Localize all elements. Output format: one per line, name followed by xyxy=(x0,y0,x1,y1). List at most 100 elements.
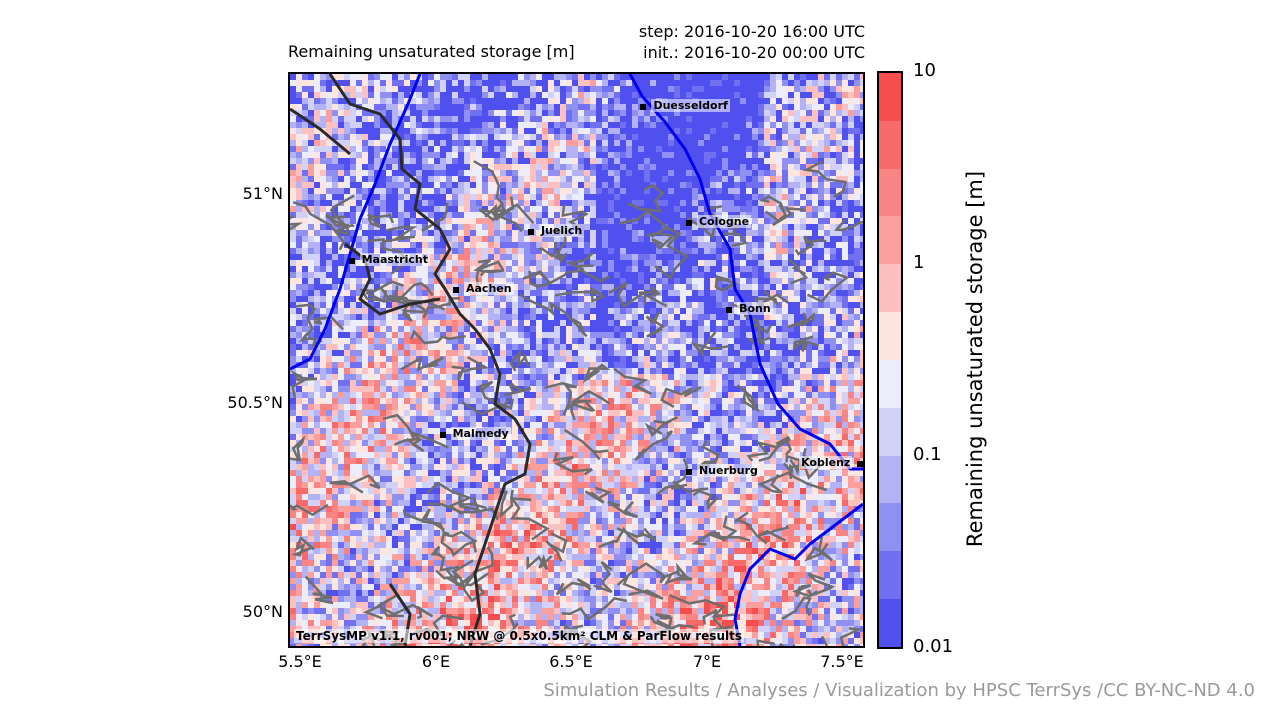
lat-tick-51: 51°N xyxy=(242,184,283,203)
terrain-contour xyxy=(427,502,499,521)
colorbar-band xyxy=(879,312,901,360)
terrain-contour xyxy=(634,430,674,462)
city-label: Malmedy xyxy=(450,426,511,440)
lat-tick-50: 50°N xyxy=(242,602,283,621)
terrain-contour xyxy=(388,285,415,309)
terrain-contour xyxy=(526,554,553,570)
city-label: Nuerburg xyxy=(696,463,760,477)
terrain-contour xyxy=(804,536,834,562)
terrain-contour xyxy=(692,489,719,510)
terrain-contour xyxy=(663,562,693,586)
terrain-contour xyxy=(781,596,812,621)
terrain-contour xyxy=(292,201,346,251)
terrain-contour xyxy=(458,495,487,512)
terrain-contour xyxy=(756,639,796,646)
colorbar-band xyxy=(879,503,901,552)
terrain-contour xyxy=(555,577,592,596)
terrain-contour xyxy=(447,639,465,646)
country-border xyxy=(328,74,532,646)
terrain-contour xyxy=(690,331,730,357)
colorbar-band xyxy=(879,168,901,217)
terrain-contour xyxy=(806,271,850,304)
city-label: Maastricht xyxy=(359,252,430,266)
terrain-contour xyxy=(645,310,666,338)
colorbar-label-1: 1 xyxy=(913,252,925,273)
terrain-contour xyxy=(304,575,334,605)
terrain-contour xyxy=(613,367,652,396)
lon-tick-6: 6°E xyxy=(421,652,451,671)
terrain-contour xyxy=(509,348,530,372)
terrain-contour xyxy=(478,380,514,410)
terrain-contour xyxy=(616,527,657,542)
terrain-contour xyxy=(473,258,505,277)
terrain-contour xyxy=(622,575,664,600)
colorbar-band xyxy=(879,551,901,600)
terrain-contour xyxy=(473,160,505,216)
city-dot xyxy=(726,307,733,314)
colorbar-band xyxy=(879,216,901,265)
terrain-contour xyxy=(782,462,828,492)
terrain-contour xyxy=(707,515,738,542)
terrain-contour xyxy=(451,356,490,382)
terrain-contour xyxy=(367,213,395,229)
colorbar-band xyxy=(879,359,901,408)
terrain-contour xyxy=(787,311,815,329)
lon-tick-7: 7°E xyxy=(692,652,722,671)
terrain-contour xyxy=(802,160,847,198)
lon-tick-7-5: 7.5°E xyxy=(820,652,864,671)
terrain-contour xyxy=(291,535,315,557)
terrain-contour xyxy=(406,430,450,453)
terrain-contour xyxy=(290,503,329,517)
colorbar-band xyxy=(879,407,901,456)
terrain-contour xyxy=(325,213,355,236)
terrain-contour xyxy=(593,560,613,594)
city-label: Juelich xyxy=(538,223,585,237)
city-label: Cologne xyxy=(696,215,752,229)
terrain-contour xyxy=(627,184,665,213)
terrain-contour xyxy=(545,532,568,562)
terrain-contour xyxy=(696,440,720,470)
terrain-contour xyxy=(561,597,628,621)
city-dot xyxy=(685,468,692,475)
terrain-contour xyxy=(313,315,344,331)
terrain-contour xyxy=(390,638,410,646)
terrain-contour xyxy=(598,526,640,549)
terrain-contour xyxy=(382,225,418,243)
terrain-contour xyxy=(582,363,611,384)
terrain-contour xyxy=(787,258,809,285)
terrain-contour xyxy=(654,226,689,280)
terrain-contour xyxy=(638,285,668,308)
terrain-contour xyxy=(608,281,647,309)
map-panel: Duesseldorf Cologne Juelich Maastricht Aache… xyxy=(288,72,865,648)
terrain-contour xyxy=(554,286,605,303)
terrain-contour xyxy=(552,452,593,476)
terrain-contour xyxy=(440,530,478,557)
terrain-contour xyxy=(691,531,751,546)
colorbar-band xyxy=(879,73,901,121)
terrain-contour xyxy=(792,335,820,352)
city-dot xyxy=(685,220,692,227)
terrain-contour xyxy=(753,290,790,307)
terrain-contour xyxy=(660,386,702,408)
terrain-contour xyxy=(367,238,410,275)
terrain-contour xyxy=(671,480,709,494)
city-label: Duesseldorf xyxy=(651,99,730,113)
terrain-contour xyxy=(421,520,478,553)
storage-map xyxy=(290,74,863,646)
country-border xyxy=(290,107,351,156)
terrain-contour xyxy=(618,209,669,238)
terrain-contour xyxy=(359,280,404,303)
colorbar-title: Remaining unsaturated storage [m] xyxy=(963,170,987,548)
terrain-contour xyxy=(324,194,355,229)
terrain-contour xyxy=(734,511,768,545)
terrain-contour xyxy=(538,241,563,262)
city-label: Koblenz xyxy=(799,455,853,469)
terrain-contour xyxy=(430,545,460,572)
lat-tick-50-5: 50.5°N xyxy=(227,393,283,412)
terrain-contour xyxy=(736,384,760,413)
rhine-river xyxy=(628,74,863,471)
terrain-contour xyxy=(544,382,577,416)
terrain-contour xyxy=(478,201,507,222)
terrain-contour xyxy=(607,500,639,519)
city-label: Bonn xyxy=(737,302,773,316)
